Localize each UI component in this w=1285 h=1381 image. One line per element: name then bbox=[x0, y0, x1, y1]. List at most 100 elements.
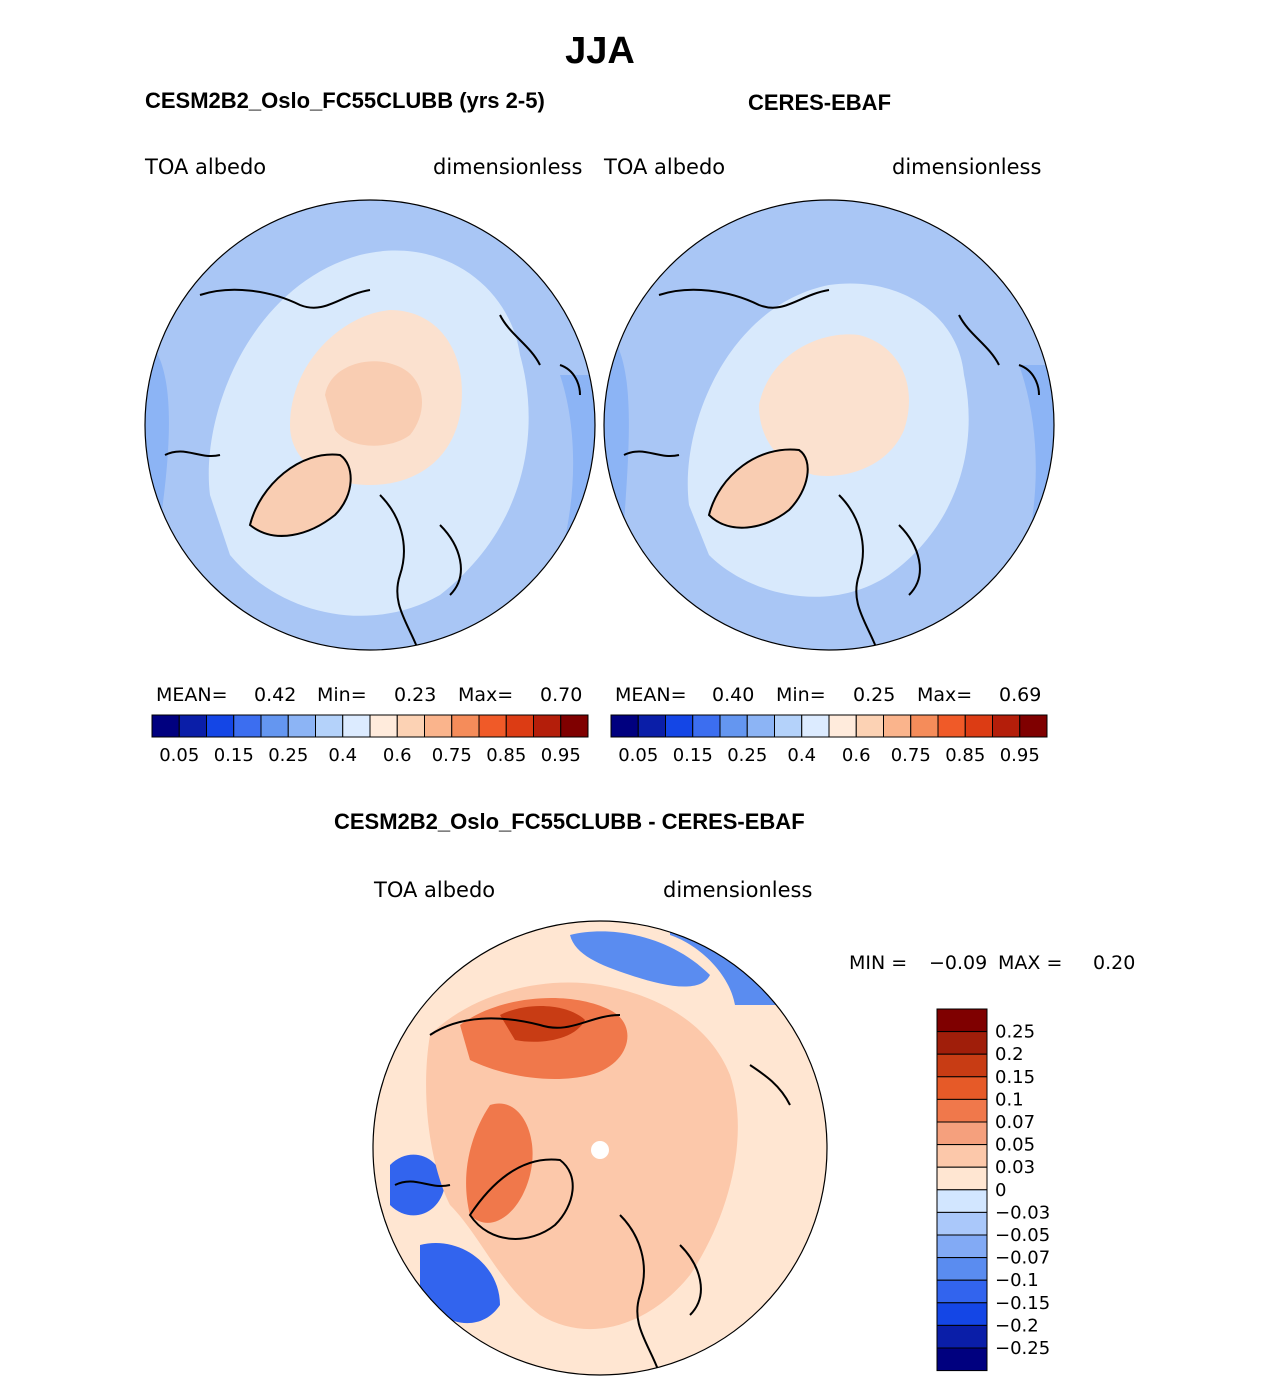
obs-max-value: 0.69 bbox=[999, 684, 1042, 706]
model-colorbar-swatch bbox=[369, 714, 398, 738]
model-colorbar-swatch bbox=[233, 714, 262, 738]
diff-max-value: 0.20 bbox=[1093, 952, 1136, 974]
diff-colorbar-swatch bbox=[936, 1189, 988, 1213]
model-max-label: Max= bbox=[458, 684, 514, 706]
obs-colorbar: 0.05 0.15 0.25 0.4 0.6 0.75 0.85 0.95 bbox=[610, 714, 1048, 766]
model-sea-ice-core bbox=[325, 361, 422, 446]
diff-strong-positive-field bbox=[460, 998, 628, 1223]
model-polar-map bbox=[144, 199, 596, 651]
model-colorbar-swatch bbox=[287, 714, 316, 738]
model-colorbar-tick-label: 0.05 bbox=[159, 745, 199, 766]
model-coastlines bbox=[164, 288, 581, 650]
model-map-border bbox=[144, 199, 596, 651]
model-colorbar-swatch bbox=[396, 714, 425, 738]
model-colorbar-swatch bbox=[178, 714, 207, 738]
obs-colorbar-swatch bbox=[1019, 714, 1048, 738]
model-variable-label: TOA albedo bbox=[145, 155, 267, 179]
model-max-value: 0.70 bbox=[540, 684, 583, 706]
obs-min-label: Min= bbox=[776, 684, 826, 706]
diff-colorbar-tick-label: 0.07 bbox=[995, 1112, 1035, 1133]
model-colorbar-swatch bbox=[315, 714, 344, 738]
diff-min-label: MIN = bbox=[849, 952, 908, 974]
model-colorbar-swatch bbox=[151, 714, 180, 738]
model-min-label: Min= bbox=[317, 684, 367, 706]
obs-colorbar-swatch bbox=[637, 714, 666, 738]
diff-colorbar-swatch bbox=[936, 1257, 988, 1281]
obs-coastlines bbox=[623, 288, 1040, 650]
model-colorbar-tick-label: 0.95 bbox=[541, 745, 581, 766]
obs-sea-ice-zone bbox=[759, 334, 909, 476]
model-colorbar-swatch bbox=[424, 714, 453, 738]
diff-min-value: −0.09 bbox=[929, 952, 988, 974]
diff-colorbar-swatch bbox=[936, 1076, 988, 1100]
obs-variable-label: TOA albedo bbox=[604, 155, 726, 179]
diff-colorbar-swatch bbox=[936, 1347, 988, 1372]
diff-colorbar-tick-label: 0.25 bbox=[995, 1022, 1035, 1043]
obs-colorbar-swatch bbox=[855, 714, 884, 738]
diff-colorbar-swatch bbox=[936, 1324, 988, 1349]
obs-colorbar-swatch bbox=[910, 714, 939, 738]
obs-units-label: dimensionless bbox=[892, 155, 1042, 179]
model-colorbar-swatch bbox=[505, 714, 534, 738]
model-colorbar-swatch bbox=[451, 714, 480, 738]
model-colorbar-swatch bbox=[342, 714, 371, 738]
model-colorbar-tick-label: 0.4 bbox=[328, 745, 357, 766]
diff-colorbar-swatch bbox=[936, 1144, 988, 1168]
obs-colorbar-tick-label: 0.4 bbox=[787, 745, 816, 766]
model-colorbar-tick-label: 0.75 bbox=[432, 745, 472, 766]
obs-colorbar-swatch bbox=[774, 714, 803, 738]
diff-polar-map bbox=[372, 920, 828, 1376]
diff-colorbar-swatch bbox=[936, 1279, 988, 1304]
model-colorbar-swatch bbox=[206, 714, 235, 738]
model-colorbar-swatch bbox=[533, 714, 562, 738]
diff-max-positive-core bbox=[500, 1005, 585, 1042]
obs-colorbar-tick-label: 0.15 bbox=[673, 745, 713, 766]
diff-colorbar-swatch bbox=[936, 1031, 988, 1055]
diff-colorbar-swatch bbox=[936, 1234, 988, 1259]
obs-colorbar-swatch bbox=[610, 714, 639, 738]
obs-colorbar-swatch bbox=[937, 714, 966, 738]
diff-colorbar-swatch bbox=[936, 1098, 988, 1123]
obs-colorbar-swatch bbox=[665, 714, 694, 738]
obs-colorbar-swatch bbox=[801, 714, 830, 738]
diff-max-label: MAX = bbox=[998, 952, 1063, 974]
obs-min-value: 0.25 bbox=[853, 684, 896, 706]
diff-colorbar-swatch bbox=[936, 1211, 988, 1236]
obs-colorbar-swatch bbox=[692, 714, 721, 738]
model-colorbar-swatch bbox=[478, 714, 507, 738]
diff-colorbar-tick-label: −0.2 bbox=[995, 1315, 1039, 1336]
diff-colorbar-tick-label: −0.05 bbox=[995, 1225, 1050, 1246]
diff-coastlines bbox=[394, 1014, 791, 1375]
obs-map-border bbox=[603, 199, 1055, 651]
diff-colorbar-swatch bbox=[936, 1121, 988, 1146]
diff-colorbar: 0.250.20.150.10.070.050.030−0.03−0.05−0.… bbox=[936, 1008, 1050, 1372]
obs-colorbar-tick-label: 0.95 bbox=[1000, 745, 1040, 766]
obs-colorbar-tick-label: 0.6 bbox=[842, 745, 871, 766]
diff-colorbar-tick-label: −0.15 bbox=[995, 1293, 1050, 1314]
diff-panel-title: CESM2B2_Oslo_FC55CLUBB - CERES-EBAF bbox=[334, 809, 805, 834]
obs-colorbar-tick-label: 0.05 bbox=[618, 745, 658, 766]
obs-colorbar-swatch bbox=[828, 714, 857, 738]
obs-colorbar-swatch bbox=[746, 714, 775, 738]
model-colorbar-tick-label: 0.6 bbox=[383, 745, 412, 766]
diff-colorbar-tick-label: 0.15 bbox=[995, 1067, 1035, 1088]
model-min-value: 0.23 bbox=[394, 684, 437, 706]
obs-mean-value: 0.40 bbox=[712, 684, 755, 706]
obs-polar-map bbox=[603, 199, 1055, 651]
diff-colorbar-tick-label: −0.03 bbox=[995, 1202, 1050, 1223]
diff-colorbar-tick-label: −0.07 bbox=[995, 1248, 1050, 1269]
model-colorbar-swatch bbox=[560, 714, 589, 738]
diff-colorbar-tick-label: 0.03 bbox=[995, 1157, 1035, 1178]
obs-colorbar-swatch bbox=[719, 714, 748, 738]
diff-colorbar-tick-label: −0.25 bbox=[995, 1338, 1050, 1359]
obs-max-label: Max= bbox=[917, 684, 973, 706]
diff-colorbar-tick-label: −0.1 bbox=[995, 1270, 1039, 1291]
model-mean-label: MEAN= bbox=[156, 684, 228, 706]
obs-colorbar-tick-label: 0.85 bbox=[945, 745, 985, 766]
model-colorbar-tick-label: 0.85 bbox=[486, 745, 526, 766]
diff-negative-patch-west bbox=[390, 1154, 500, 1324]
obs-colorbar-swatch bbox=[992, 714, 1021, 738]
model-colorbar-tick-label: 0.15 bbox=[214, 745, 254, 766]
obs-colorbar-tick-label: 0.75 bbox=[891, 745, 931, 766]
obs-greenland bbox=[709, 449, 808, 528]
